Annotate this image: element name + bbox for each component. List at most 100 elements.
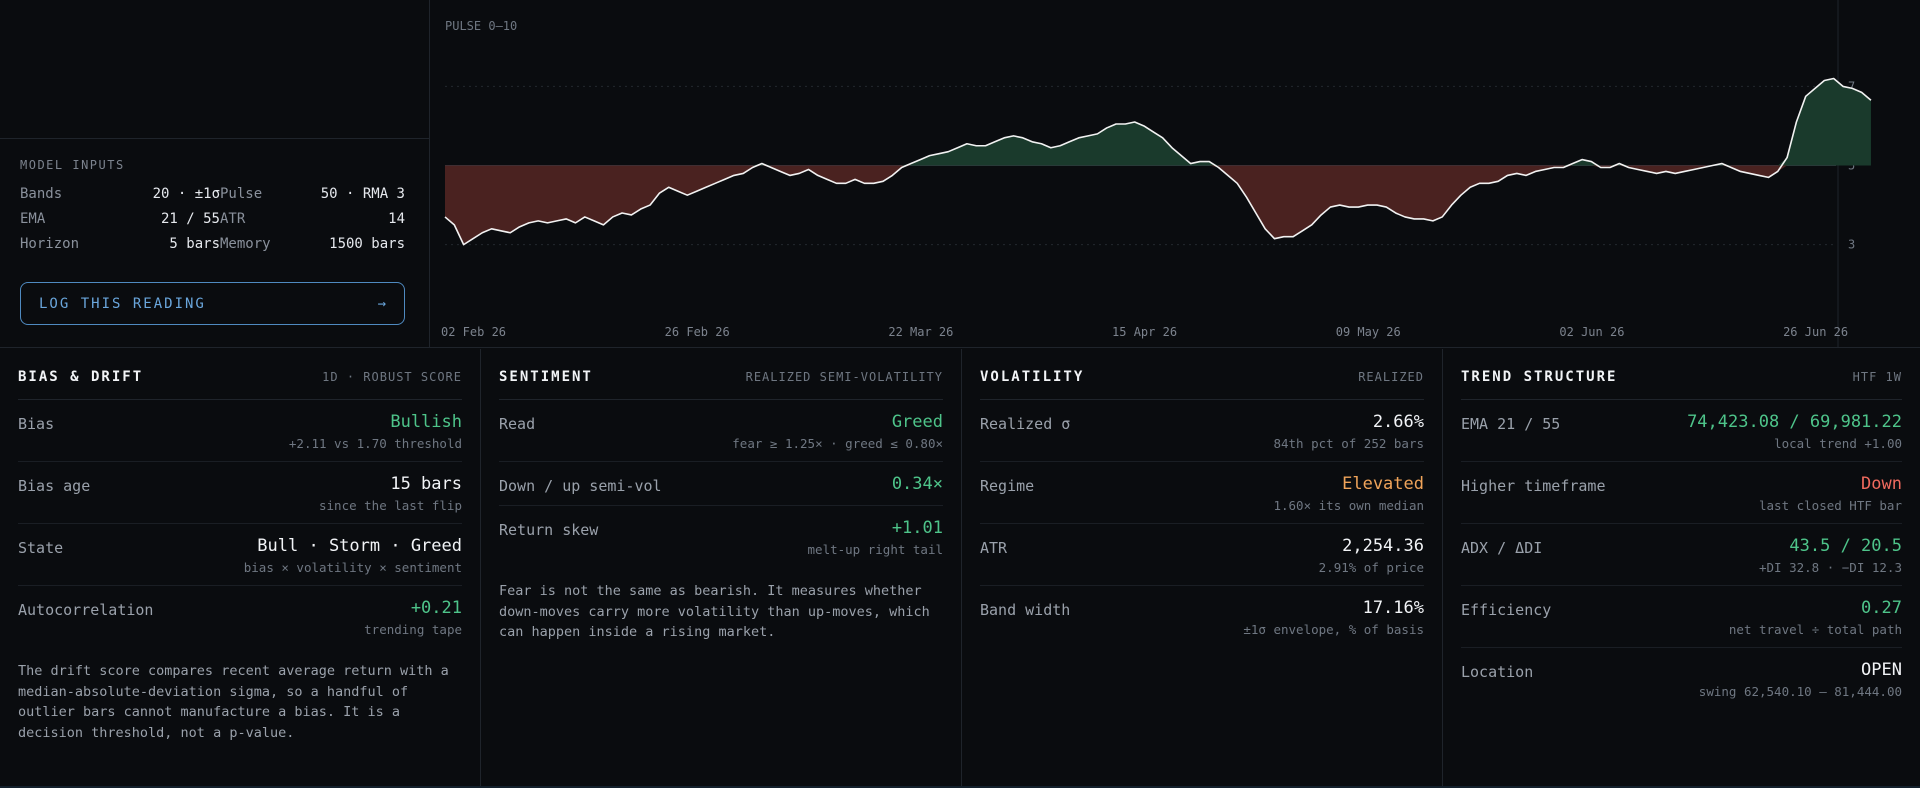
- log-reading-button[interactable]: LOG THIS READING →: [20, 282, 405, 325]
- metric-row: EMA 21 / 55 74,423.08 / 69,981.22 local tr…: [1461, 400, 1902, 462]
- metric-value-group: 0.27 net travel ÷ total path: [1729, 598, 1902, 637]
- x-tick-label: 26 Feb 26: [665, 325, 730, 339]
- input-value: 50 · RMA 3: [320, 186, 405, 202]
- x-tick-label: 02 Feb 26: [441, 325, 506, 339]
- sentiment-panel: SENTIMENT REALIZED SEMI-VOLATILITY Read Gre…: [481, 349, 962, 788]
- trend-structure-panel: TREND STRUCTURE HTF 1W EMA 21 / 55 74,423.0…: [1443, 349, 1920, 788]
- chart-title: PULSE 0–10: [445, 19, 517, 33]
- metric-note: 1.60× its own median: [1273, 498, 1424, 513]
- metric-label: Bias age: [18, 477, 91, 495]
- input-key: Bands: [20, 186, 63, 202]
- metric-row: Location OPEN swing 62,540.10 – 81,444.00: [1461, 648, 1902, 709]
- metric-value-group: Bull · Storm · Greed bias × volatility × …: [244, 536, 462, 575]
- area-below-baseline: [445, 165, 1871, 245]
- panel-title: TREND STRUCTURE: [1461, 369, 1618, 385]
- metric-row: Bias Bullish +2.11 vs 1.70 threshold: [18, 400, 462, 462]
- panel-subtitle: 1D · ROBUST SCORE: [322, 370, 462, 384]
- input-key: ATR: [220, 211, 246, 227]
- metric-value: 15 bars: [390, 474, 462, 494]
- metric-note: bias × volatility × sentiment: [243, 560, 462, 575]
- metric-note: melt-up right tail: [807, 542, 943, 557]
- metric-note: trending tape: [364, 622, 462, 637]
- input-value: 5 bars: [169, 236, 220, 252]
- metric-row: Down / up semi-vol 0.34×: [499, 462, 943, 506]
- metric-value-group: Down last closed HTF bar: [1759, 474, 1902, 513]
- metric-value: 17.16%: [1362, 598, 1424, 618]
- metric-value: 0.27: [1861, 598, 1902, 618]
- arrow-right-icon: →: [377, 295, 386, 312]
- metric-value-group: 2,254.36 2.91% of price: [1319, 536, 1424, 575]
- metric-value-group: OPEN swing 62,540.10 – 81,444.00: [1699, 660, 1902, 699]
- metric-row: Autocorrelation +0.21 trending tape: [18, 586, 462, 647]
- panel-title: VOLATILITY: [980, 369, 1085, 385]
- panel-subtitle: HTF 1W: [1852, 370, 1902, 384]
- metric-row: ADX / ΔDI 43.5 / 20.5 +DI 32.8 · −DI 12.3: [1461, 524, 1902, 586]
- metric-value-group: 0.34×: [892, 474, 943, 495]
- input-key: EMA: [20, 211, 46, 227]
- metric-label: Return skew: [499, 521, 599, 539]
- metric-label: Band width: [980, 601, 1071, 619]
- metric-value: Bullish: [390, 412, 462, 432]
- area-above-baseline: [445, 78, 1871, 166]
- metric-note: 84th pct of 252 bars: [1273, 436, 1424, 451]
- metric-label: State: [18, 539, 64, 557]
- metric-panels: BIAS & DRIFT 1D · ROBUST SCORE Bias Bullish…: [0, 349, 1920, 788]
- metric-row: State Bull · Storm · Greed bias × volatili…: [18, 524, 462, 586]
- metric-value: Greed: [891, 412, 943, 432]
- metric-label: Autocorrelation: [18, 601, 154, 619]
- metric-note: +2.11 vs 1.70 threshold: [288, 436, 462, 451]
- metric-value: +0.21: [410, 598, 462, 618]
- metric-note: local trend +1.00: [1774, 436, 1902, 451]
- x-tick-label: 15 Apr 26: [1112, 325, 1177, 339]
- metric-label: Realized σ: [980, 415, 1071, 433]
- x-tick-label: 09 May 26: [1336, 325, 1401, 339]
- x-tick-label: 26 Jun 26: [1783, 325, 1848, 339]
- metric-value-group: 2.66% 84th pct of 252 bars: [1273, 412, 1424, 451]
- metric-note: +DI 32.8 · −DI 12.3: [1759, 560, 1902, 575]
- input-key: Pulse: [220, 186, 263, 202]
- metric-value: 2.66%: [1372, 412, 1424, 432]
- metric-row: Band width 17.16% ±1σ envelope, % of basis: [980, 586, 1424, 647]
- metric-value: 2,254.36: [1342, 536, 1424, 556]
- metric-label: Read: [499, 415, 536, 433]
- input-value: 1500 bars: [329, 236, 405, 252]
- metric-label: EMA 21 / 55: [1461, 415, 1561, 433]
- metric-label: ADX / ΔDI: [1461, 539, 1543, 557]
- input-value: 21 / 55: [160, 211, 220, 227]
- y-tick-label: 7: [1848, 79, 1855, 93]
- metric-note: swing 62,540.10 – 81,444.00: [1698, 684, 1902, 699]
- metric-value: Bull · Storm · Greed: [257, 536, 462, 556]
- metric-value: Down: [1861, 474, 1902, 494]
- metric-row: ATR 2,254.36 2.91% of price: [980, 524, 1424, 586]
- bottom-border: [0, 786, 1920, 788]
- log-reading-label: LOG THIS READING: [39, 295, 206, 312]
- top-section: MODEL INPUTS Bands 20 · ±1σ Pulse 50 · R…: [0, 0, 1920, 348]
- panel-title: SENTIMENT: [499, 369, 593, 385]
- panel-subtitle: REALIZED SEMI-VOLATILITY: [745, 370, 943, 384]
- metric-note: fear ≥ 1.25× · greed ≤ 0.80×: [732, 436, 943, 451]
- metric-label: Down / up semi-vol: [499, 477, 662, 495]
- metric-row: Read Greed fear ≥ 1.25× · greed ≤ 0.80×: [499, 400, 943, 462]
- metric-note: 2.91% of price: [1318, 560, 1424, 575]
- metric-value: 74,423.08 / 69,981.22: [1687, 412, 1902, 432]
- metric-row: Higher timeframe Down last closed HTF bar: [1461, 462, 1902, 524]
- panel-header: SENTIMENT REALIZED SEMI-VOLATILITY: [499, 369, 943, 400]
- metric-label: ATR: [980, 539, 1008, 557]
- divider: [0, 138, 430, 139]
- metric-label: Efficiency: [1461, 601, 1552, 619]
- model-inputs-grid: Bands 20 · ±1σ Pulse 50 · RMA 3 EMA 21 /…: [20, 186, 405, 252]
- bias-drift-panel: BIAS & DRIFT 1D · ROBUST SCORE Bias Bullish…: [0, 349, 481, 788]
- panel-header: BIAS & DRIFT 1D · ROBUST SCORE: [18, 369, 462, 400]
- metric-value: OPEN: [1861, 660, 1902, 680]
- model-inputs-title: MODEL INPUTS: [20, 158, 125, 172]
- input-value: 20 · ±1σ: [152, 186, 220, 202]
- left-control-area: MODEL INPUTS Bands 20 · ±1σ Pulse 50 · R…: [0, 0, 430, 348]
- panel-header: TREND STRUCTURE HTF 1W: [1461, 369, 1902, 400]
- metric-label: Higher timeframe: [1461, 477, 1606, 495]
- metric-note: last closed HTF bar: [1759, 498, 1902, 513]
- panel-description: The drift score compares recent average …: [18, 663, 449, 741]
- metric-value-group: 43.5 / 20.5 +DI 32.8 · −DI 12.3: [1759, 536, 1902, 575]
- metric-row: Return skew +1.01 melt-up right tail: [499, 506, 943, 567]
